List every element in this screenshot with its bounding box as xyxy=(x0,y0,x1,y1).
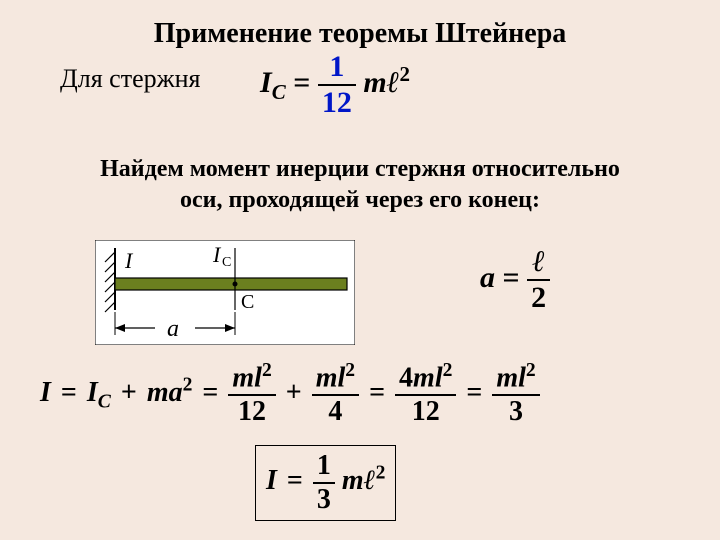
eq1-I: I xyxy=(260,66,272,99)
eq1-num: 1 xyxy=(318,50,356,86)
diagram-a-label: a xyxy=(167,316,179,342)
eq1-frac: 1 12 xyxy=(318,50,356,120)
eq3-sq1: 2 xyxy=(183,374,193,395)
page-title: Применение теоремы Штейнера xyxy=(0,0,720,50)
eq2-num: ℓ xyxy=(527,245,550,281)
eq4-frac: 1 3 xyxy=(313,450,335,516)
eq4-m: m xyxy=(342,465,364,496)
eq1-sq: 2 xyxy=(399,62,410,86)
eq3-frac1: ml2 12 xyxy=(228,360,275,428)
eq3-Ic: I xyxy=(87,377,98,408)
eq4-eq: = xyxy=(284,465,306,496)
equation-a: a = ℓ 2 xyxy=(480,245,550,315)
eq3-frac2: ml2 4 xyxy=(312,360,359,428)
eq3-m1: m xyxy=(147,377,169,408)
eq2-eq: = xyxy=(503,261,520,294)
rod-diagram: I I C C a xyxy=(95,240,355,350)
rod-svg: I I C C a xyxy=(95,240,355,345)
eq1-sub: C xyxy=(272,80,286,104)
eq1-den: 12 xyxy=(318,86,356,120)
eq3-a: a xyxy=(169,377,183,408)
equation-result-boxed: I = 1 3 mℓ2 xyxy=(255,445,396,521)
eq3-eq4: = xyxy=(463,377,485,408)
eq2-den: 2 xyxy=(527,281,550,315)
diagram-Ic-sub: C xyxy=(222,255,231,270)
eq1-m: m xyxy=(363,66,386,99)
desc-line1: Найдем момент инерции стержня относитель… xyxy=(100,156,620,182)
eq3-frac4: ml2 3 xyxy=(492,360,539,428)
equation-ic: IC = 1 12 mℓ2 xyxy=(260,50,410,120)
eq3-Ic-sub: C xyxy=(98,391,111,412)
eq4-sq: 2 xyxy=(376,463,386,484)
eq2-a: a xyxy=(480,261,495,294)
eq3-plus2: + xyxy=(283,377,305,408)
eq4-I: I xyxy=(266,465,277,496)
eq4-den: 3 xyxy=(313,484,335,516)
eq4-num: 1 xyxy=(313,450,335,484)
eq4-ell: ℓ xyxy=(364,465,376,496)
eq1-ell: ℓ xyxy=(387,66,400,99)
eq3-eq2: = xyxy=(199,377,221,408)
eq2-frac: ℓ 2 xyxy=(527,245,550,315)
eq3-eq1: = xyxy=(58,377,80,408)
eq3-frac3: 4ml2 12 xyxy=(395,360,456,428)
desc-line2: оси, проходящей через его конец: xyxy=(180,187,540,213)
eq3-I: I xyxy=(40,377,51,408)
equation-derivation: I = IC + ma2 = ml2 12 + ml2 4 = 4ml2 12 … xyxy=(40,360,540,428)
eq3-plus1: + xyxy=(118,377,140,408)
diagram-C-label: C xyxy=(241,291,254,313)
eq3-eq3: = xyxy=(366,377,388,408)
eq1-eq: = xyxy=(293,66,310,99)
